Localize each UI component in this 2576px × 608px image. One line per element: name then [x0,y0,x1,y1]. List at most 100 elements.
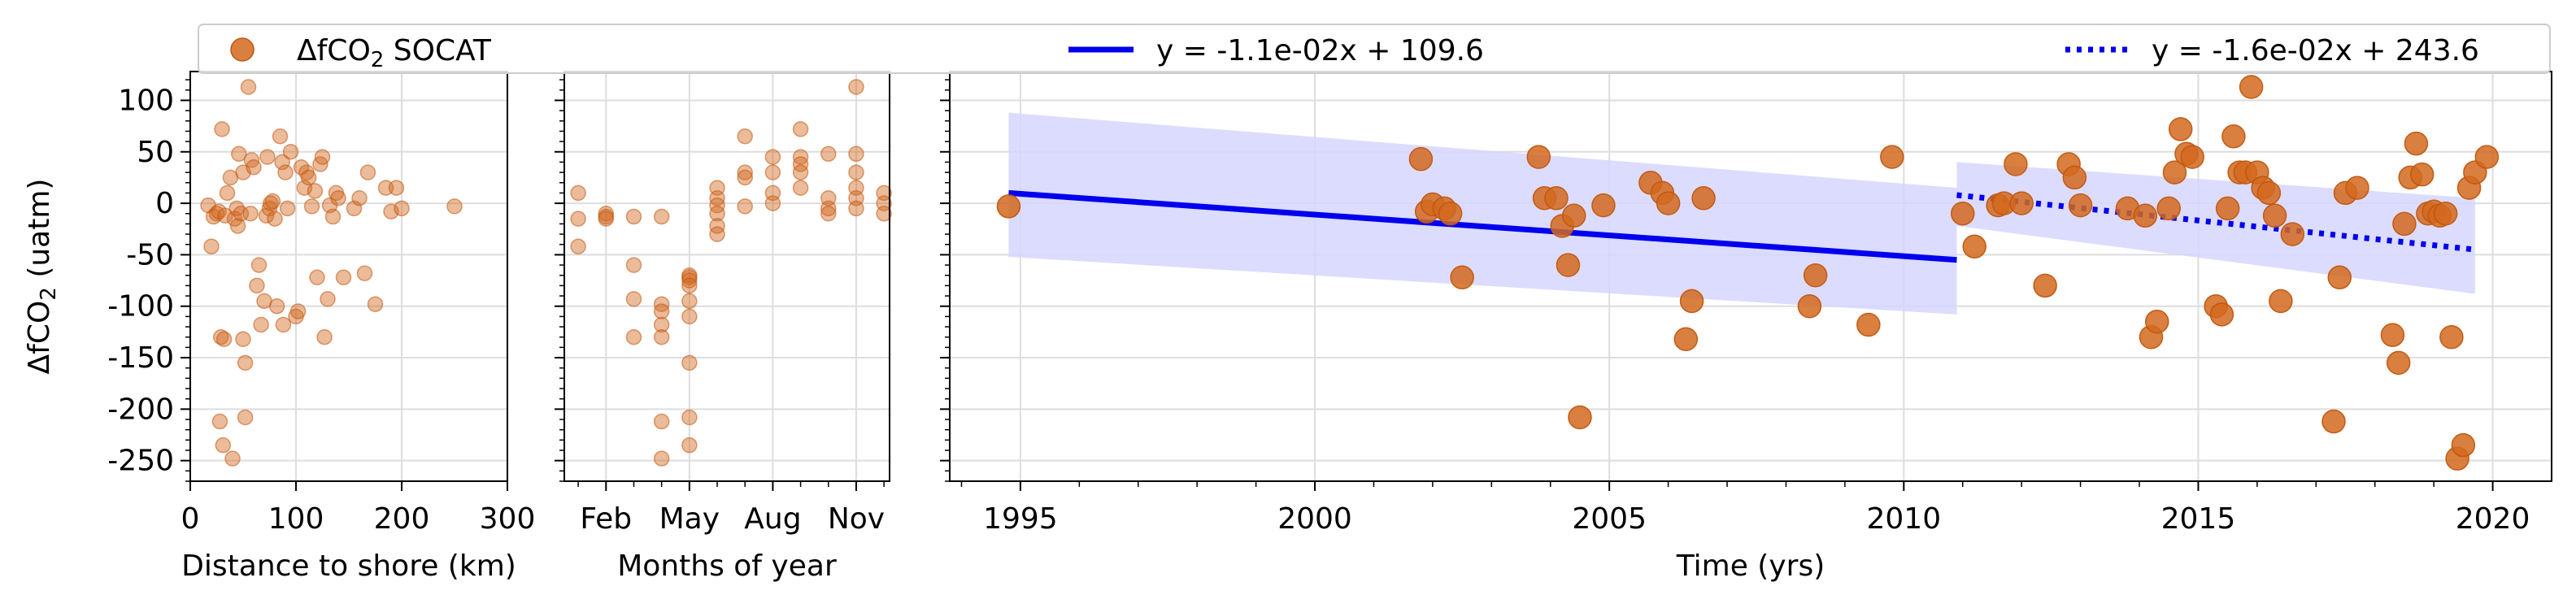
data-point [737,198,753,215]
data-point [2262,203,2287,228]
x-tick-label: 2020 [2456,502,2530,536]
data-point [625,257,642,273]
data-point [314,149,331,165]
data-point [203,238,220,255]
data-point [681,436,698,454]
data-point [249,277,265,294]
y-tick-label: -200 [107,393,174,426]
data-point [250,257,268,273]
lines-time [1008,189,2476,263]
data-point [2156,196,2181,221]
y-tick-label: 0 [155,187,174,220]
data-point [274,154,290,171]
data-point [876,206,892,222]
data-point [2321,409,2346,434]
data-point [709,206,725,222]
data-point [1408,146,1434,172]
data-point [625,328,642,345]
data-point [263,195,279,211]
trend-line [1008,189,1957,263]
frame-months [564,71,890,482]
data-point [2433,202,2458,226]
data-point [240,79,257,95]
x-tick-label: 100 [268,502,324,536]
data-point [2062,165,2087,190]
points-months [570,79,892,467]
data-point [215,436,232,454]
legend-marker [230,37,255,62]
ticks-time: 1995 2000 2005 2010 2015 2020 [940,79,2530,536]
data-point [1544,186,1569,211]
data-point [279,200,296,217]
data-point [259,149,276,165]
data-point [217,207,233,224]
data-point [1962,234,1986,259]
panel-time: 1995 2000 2005 2010 2015 2020 Time (yrs) [940,71,2552,583]
data-point [709,226,725,242]
data-point [598,211,615,227]
data-point [653,208,670,225]
bands-time [1008,112,2475,315]
data-point [1561,203,1586,228]
x-tick-label: 2015 [2161,502,2236,536]
data-point [359,164,376,180]
data-point [848,145,864,163]
data-point [2327,265,2352,290]
data-point [764,164,781,180]
data-point [820,206,837,222]
data-point [653,413,670,430]
x-tick-label: 0 [181,502,200,536]
data-point [264,193,281,210]
data-point [356,265,373,281]
data-point [1797,293,1822,319]
data-point [2209,302,2234,327]
y-tick-label: 100 [118,84,174,117]
data-point [2033,273,2057,298]
data-point [351,190,368,206]
x-tick-label: 300 [480,502,536,536]
data-point [1526,145,1551,169]
data-point [229,218,246,234]
data-point [2386,350,2411,376]
panel-months: Feb May Aug Nov Months of year [555,71,892,583]
data-point [219,185,236,202]
x-tick-label: 2000 [1277,502,1352,536]
data-point [1880,145,1904,169]
data-point [625,208,642,225]
data-point [246,159,262,176]
data-point [1568,405,1592,430]
data-point [330,190,346,206]
data-point [303,198,320,215]
ticks-months: Feb May Aug Nov [555,79,885,536]
points-distance [200,79,463,467]
y-tick-label: 50 [137,136,174,169]
data-point [2380,323,2405,347]
data-point [709,197,725,214]
xlabel-distance: Distance to shore (km) [181,549,516,583]
data-point [2451,432,2476,458]
y-tick-label: -250 [107,445,174,478]
data-point [653,328,670,345]
data-point [2474,145,2500,169]
data-point [394,200,410,217]
data-point [681,293,698,310]
data-point [214,121,230,137]
data-point [792,156,809,172]
data-point [324,208,342,225]
data-point [253,316,269,333]
data-point [2345,176,2369,200]
data-point [2280,222,2305,246]
xlabel-time: Time (yrs) [1676,549,1825,583]
data-point [792,164,809,180]
x-tick-label: Nov [828,502,885,536]
data-point [275,316,292,333]
data-point [764,149,781,165]
data-point [2180,145,2204,169]
legend-marker-label: ΔfCO2 SOCAT [297,34,492,72]
data-point [709,218,725,234]
xlabel-months: Months of year [617,549,837,583]
data-point [2068,193,2093,218]
data-point [235,331,251,347]
x-tick-label: Aug [744,502,801,536]
